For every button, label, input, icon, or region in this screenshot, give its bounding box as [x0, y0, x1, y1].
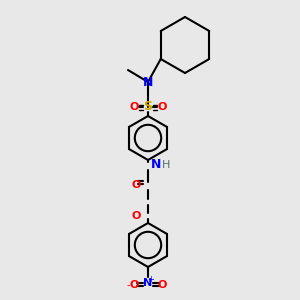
Text: N: N	[143, 278, 153, 288]
Text: O: O	[129, 102, 139, 112]
Text: O: O	[157, 102, 167, 112]
Text: S: S	[143, 100, 152, 113]
Text: O: O	[157, 280, 167, 290]
Text: O: O	[131, 180, 141, 190]
Text: N: N	[143, 76, 153, 88]
Text: -: -	[126, 280, 130, 290]
Text: O: O	[129, 280, 139, 290]
Text: H: H	[162, 160, 170, 170]
Text: O: O	[131, 211, 141, 221]
Text: N: N	[151, 158, 161, 172]
Text: +: +	[148, 274, 154, 284]
